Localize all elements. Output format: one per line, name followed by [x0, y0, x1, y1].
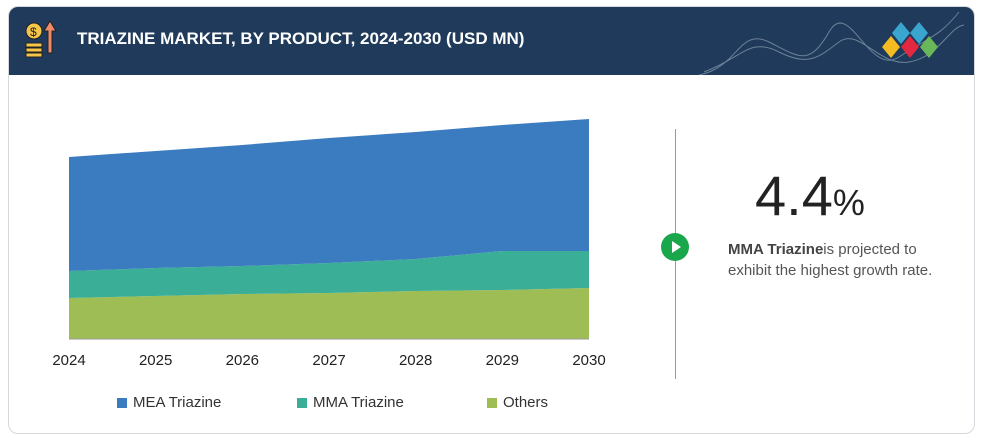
x-tick-label: 2028	[399, 352, 432, 369]
area-mea-triazine	[69, 119, 589, 271]
legend-label: MMA Triazine	[313, 394, 404, 411]
growth-value: 4.4	[755, 164, 833, 227]
coins-growth-icon: $	[25, 20, 57, 58]
legend-label: MEA Triazine	[133, 394, 222, 411]
area-others	[69, 288, 589, 339]
chart-title: TRIAZINE MARKET, BY PRODUCT, 2024-2030 (…	[77, 29, 525, 48]
svg-text:$: $	[30, 25, 37, 39]
card: $ TRIAZINE MARKET, BY PRODUCT, 2024-2030…	[8, 6, 975, 434]
area-mma-triazine	[69, 251, 589, 298]
highlight-description: MMA Triazineis projected to exhibit the …	[728, 239, 948, 281]
x-tick-label: 2024	[52, 352, 85, 369]
legend-swatch	[297, 397, 307, 408]
play-icon[interactable]	[661, 233, 689, 261]
x-tick-label: 2026	[226, 352, 259, 369]
area-chart: 2024 2025 2026 2027 2028 2029 2030	[52, 119, 606, 369]
x-tick-label: 2029	[486, 352, 519, 369]
highlight-segment: MMA Triazine	[728, 241, 824, 258]
highlight-text: is projected to exhibit the highest grow…	[728, 241, 933, 279]
growth-unit: %	[832, 182, 865, 223]
legend-item-mma: MMA Triazine	[297, 394, 404, 411]
legend-label: Others	[503, 394, 549, 411]
x-tick-label: 2027	[312, 352, 345, 369]
legend-swatch	[487, 397, 497, 408]
legend-item-others: Others	[487, 394, 548, 411]
legend-swatch	[117, 397, 127, 408]
x-tick-label: 2030	[572, 352, 605, 369]
legend-item-mea: MEA Triazine	[117, 394, 221, 411]
growth-rate: 4.4%	[755, 163, 865, 228]
x-tick-label: 2025	[139, 352, 172, 369]
decorative-logo-icon	[699, 11, 965, 75]
header: $ TRIAZINE MARKET, BY PRODUCT, 2024-2030…	[9, 7, 974, 75]
